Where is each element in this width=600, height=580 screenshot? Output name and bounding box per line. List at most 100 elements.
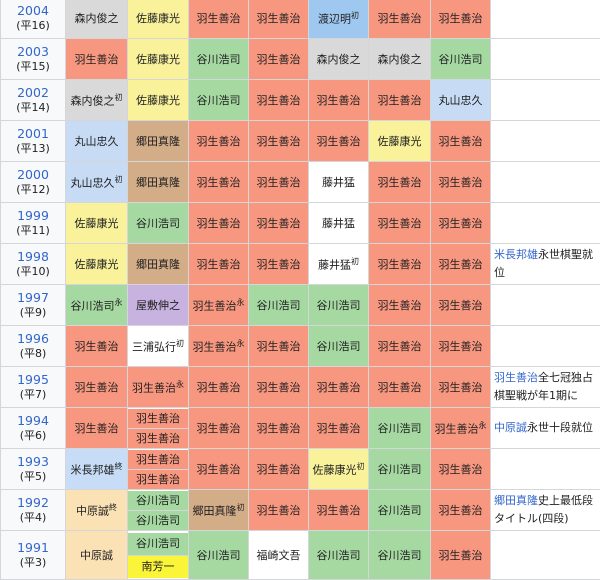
year-link[interactable]: 2004 (1, 3, 65, 18)
note-link[interactable]: 中原誠 (494, 421, 527, 434)
holder-name: 佐藤康光 (75, 258, 119, 271)
title-holder-cell: 羽生善治 (369, 326, 431, 367)
note-cell (491, 326, 600, 367)
era-label: (平13) (16, 142, 50, 155)
title-holder-cell: 谷川浩司 (309, 326, 369, 367)
era-label: (平6) (20, 429, 47, 442)
holder-name: 羽生善治 (197, 463, 241, 476)
year-link[interactable]: 1993 (1, 454, 65, 469)
title-holder-cell: 羽生善治 (309, 80, 369, 121)
era-label: (平9) (20, 306, 47, 319)
table-row: 2001(平13)丸山忠久郷田真隆羽生善治羽生善治羽生善治佐藤康光羽生善治 (1, 121, 600, 162)
title-holder-cell: 羽生善治 (431, 0, 491, 39)
holder-mark: 終 (115, 462, 123, 471)
title-holder-cell: 羽生善治 (66, 367, 128, 408)
holder-name: 羽生善治 (197, 422, 241, 435)
holder-name: 郷田真隆 (193, 504, 237, 517)
title-holder-cell: 羽生善治 (369, 80, 431, 121)
title-holder-cell: 藤井猛 (309, 162, 369, 203)
title-holder-cell: 羽生善治永 (189, 285, 249, 326)
table-row: 2002(平14)森内俊之初佐藤康光谷川浩司羽生善治羽生善治羽生善治丸山忠久 (1, 80, 600, 121)
year-cell: 2003(平15) (1, 39, 66, 80)
title-holder-cell: 羽生善治 (249, 162, 309, 203)
table-row: 1991(平3)中原誠谷川浩司南芳一谷川浩司福崎文吾谷川浩司谷川浩司羽生善治 (1, 531, 600, 580)
era-label: (平10) (16, 265, 50, 278)
holder-name: 谷川浩司 (197, 53, 241, 66)
holder-name: 谷川浩司 (71, 299, 115, 312)
title-holder-cell: 羽生善治 (249, 326, 309, 367)
holder-name: 中原誠 (76, 504, 109, 517)
holder-name: 羽生善治 (257, 217, 301, 230)
year-link[interactable]: 1995 (1, 372, 65, 387)
era-label: (平16) (16, 19, 50, 32)
year-link[interactable]: 2001 (1, 126, 65, 141)
holder-name: 羽生善治 (257, 258, 301, 271)
title-holder-cell: 羽生善治羽生善治 (128, 449, 189, 490)
holder-name: 羽生善治 (257, 381, 301, 394)
year-link[interactable]: 2000 (1, 167, 65, 182)
holder-name: 屋敷伸之 (136, 299, 180, 312)
title-holder-cell: 羽生善治永 (128, 367, 189, 408)
holder-name: 藤井猛 (322, 217, 355, 230)
holder-name: 羽生善治 (136, 412, 180, 425)
holder-name: 羽生善治 (197, 217, 241, 230)
title-holder-cell: 佐藤康光 (66, 244, 128, 285)
title-holder-cell: 羽生善治 (369, 0, 431, 39)
note-cell (491, 203, 600, 244)
year-cell: 1996(平8) (1, 326, 66, 367)
era-label: (平5) (20, 470, 47, 483)
holder-name: 羽生善治 (378, 299, 422, 312)
holder-name: 羽生善治 (439, 504, 483, 517)
title-holder-cell: 羽生善治 (66, 408, 128, 449)
year-link[interactable]: 2002 (1, 85, 65, 100)
year-link[interactable]: 1997 (1, 290, 65, 305)
year-link[interactable]: 2003 (1, 44, 65, 59)
year-link[interactable]: 1999 (1, 208, 65, 223)
year-link[interactable]: 1992 (1, 495, 65, 510)
year-cell: 1991(平3) (1, 531, 66, 580)
holder-name: 羽生善治 (257, 340, 301, 353)
holder-name: 羽生善治 (136, 432, 180, 445)
holder-name: 羽生善治 (197, 381, 241, 394)
title-holder-cell: 佐藤康光 (128, 39, 189, 80)
title-holder-cell: 森内俊之 (66, 0, 128, 39)
note-cell: 中原誠永世十段就位 (491, 408, 600, 449)
era-label: (平3) (20, 556, 47, 569)
holder-name: 森内俊之 (378, 53, 422, 66)
note-link[interactable]: 米長邦雄 (494, 248, 538, 261)
title-holder-cell: 羽生善治永 (431, 408, 491, 449)
note-link[interactable]: 郷田真隆 (494, 494, 538, 507)
title-holder-cell: 丸山忠久 (431, 80, 491, 121)
title-holder-cell: 羽生善治 (309, 408, 369, 449)
holder-name: 羽生善治 (136, 453, 180, 466)
title-holder-cell: 羽生善治 (369, 285, 431, 326)
note-link[interactable]: 羽生善治 (494, 371, 538, 384)
holder-name: 羽生善治 (439, 12, 483, 25)
title-holder-cell: 羽生善治 (189, 121, 249, 162)
title-holder-cell: 羽生善治 (249, 367, 309, 408)
title-holder-cell: 羽生善治 (309, 121, 369, 162)
holder-name: 羽生善治 (193, 299, 237, 312)
title-holder-cell: 谷川浩司 (309, 531, 369, 580)
holder-name: 郷田真隆 (136, 135, 180, 148)
year-link[interactable]: 1998 (1, 249, 65, 264)
title-holder-cell: 谷川浩司永 (66, 285, 128, 326)
note-cell (491, 285, 600, 326)
title-holder-cell: 羽生善治永 (189, 326, 249, 367)
title-holder-cell: 羽生善治 (249, 203, 309, 244)
year-link[interactable]: 1991 (1, 540, 65, 555)
table-row: 1998(平10)佐藤康光郷田真隆羽生善治羽生善治藤井猛初羽生善治羽生善治米長邦… (1, 244, 600, 285)
holder-name: 丸山忠久 (439, 94, 483, 107)
holder-name: 羽生善治 (378, 258, 422, 271)
note-cell (491, 80, 600, 121)
era-label: (平15) (16, 60, 50, 73)
table-row: 2003(平15)羽生善治佐藤康光谷川浩司羽生善治森内俊之森内俊之谷川浩司 (1, 39, 600, 80)
year-link[interactable]: 1994 (1, 413, 65, 428)
note-cell (491, 39, 600, 80)
title-holder-cell: 郷田真隆 (128, 244, 189, 285)
note-cell (491, 531, 600, 580)
year-link[interactable]: 1996 (1, 331, 65, 346)
holder-name: 羽生善治 (257, 53, 301, 66)
title-holder-cell: 佐藤康光 (128, 0, 189, 39)
